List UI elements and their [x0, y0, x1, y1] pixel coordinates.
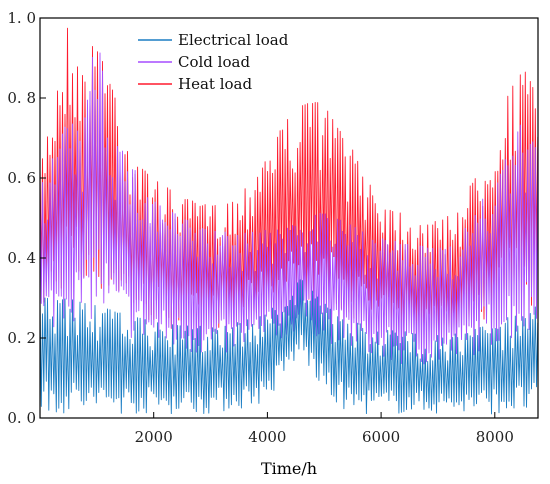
x-axis: 2000 4000 6000 8000: [135, 412, 514, 446]
y-tick-label: 0. 2: [7, 329, 36, 347]
y-axis: 0. 0 0. 2 0. 4 0. 6 0. 8 1. 0: [7, 9, 46, 427]
legend-entry: Cold load: [178, 53, 250, 71]
x-axis-title: Time/h: [261, 459, 317, 478]
plot-frame: [39, 17, 539, 419]
x-tick-label: 8000: [476, 428, 514, 446]
legend-entry: Heat load: [178, 75, 252, 93]
y-tick-label: 1. 0: [7, 9, 36, 27]
y-tick-label: 0. 0: [7, 409, 36, 427]
series-layer: [39, 27, 539, 415]
y-tick-label: 0. 4: [7, 249, 36, 267]
legend-entry: Electrical load: [178, 31, 289, 49]
y-tick-label: 0. 8: [7, 89, 36, 107]
x-tick-label: 6000: [362, 428, 400, 446]
x-tick-label: 2000: [135, 428, 173, 446]
series-line-electrical-load: [39, 279, 539, 415]
y-tick-label: 0. 6: [7, 169, 36, 187]
legend: Electrical load Cold load Heat load: [138, 31, 289, 93]
x-tick-label: 4000: [248, 428, 286, 446]
series-line-cold-load: [39, 52, 539, 365]
